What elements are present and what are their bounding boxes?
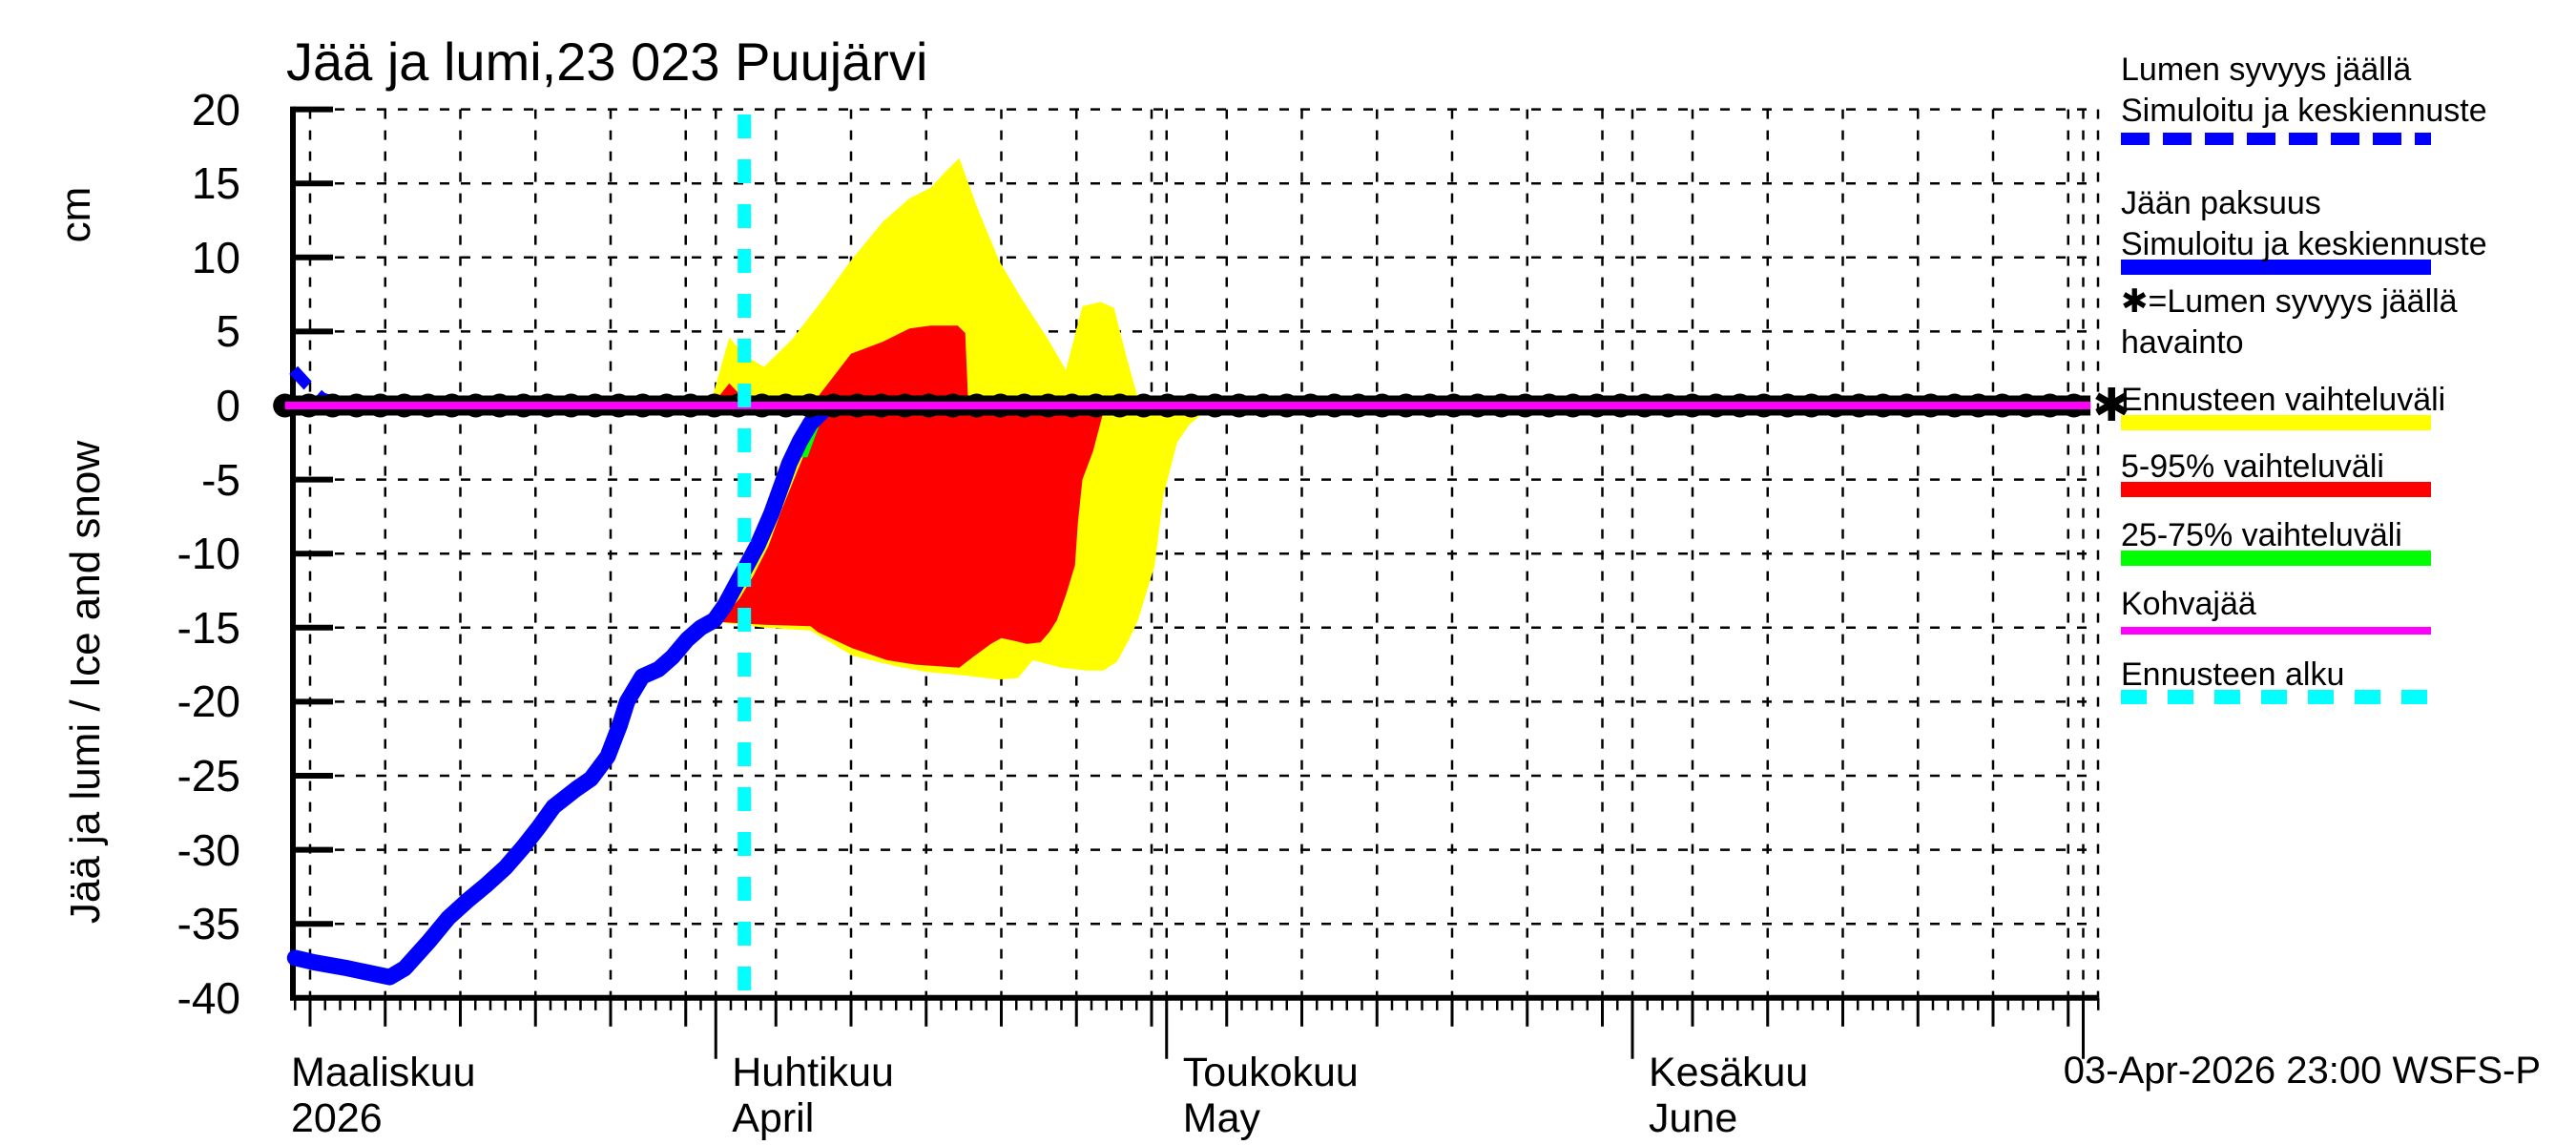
y-tick-label: -15 bbox=[177, 602, 240, 653]
y-tick-label: 10 bbox=[191, 232, 240, 282]
legend: Lumen syvyys jäällä Simuloitu ja keskienn… bbox=[2121, 0, 2576, 744]
legend-label: Lumen syvyys jäällä bbox=[2121, 52, 2412, 88]
legend-sample-line bbox=[2121, 690, 2431, 704]
legend-label: Ennusteen vaihteluväli bbox=[2121, 382, 2446, 418]
legend-label: havainto bbox=[2121, 324, 2244, 361]
y-tick-label: -25 bbox=[177, 751, 240, 801]
legend-label: ✱=Lumen syvyys jäällä bbox=[2121, 283, 2458, 320]
month-label: Kesäkuu June bbox=[1649, 1050, 1809, 1141]
y-tick-label: -20 bbox=[177, 677, 240, 727]
range-areas bbox=[711, 157, 1209, 680]
month-label: Maaliskuu 2026 bbox=[291, 1050, 476, 1141]
legend-sample-line bbox=[2121, 133, 2431, 145]
legend-sample-line bbox=[2121, 482, 2431, 497]
chart-title: Jää ja lumi,23 023 Puujärvi bbox=[286, 31, 928, 92]
zero-band: ✱ bbox=[273, 381, 2130, 431]
y-tick-label: 15 bbox=[191, 158, 240, 209]
y-tick-label: 20 bbox=[191, 84, 240, 135]
legend-sample-line bbox=[2121, 551, 2431, 566]
legend-entry: ✱=Lumen syvyys jäällä havainto bbox=[2121, 281, 2576, 364]
y-tick-label: 0 bbox=[216, 381, 240, 430]
legend-label: 5-95% vaihteluväli bbox=[2121, 448, 2384, 485]
y-tick-label: -40 bbox=[177, 972, 240, 1023]
legend-label: Kohvajää bbox=[2121, 586, 2256, 622]
legend-entry: Jään paksuus Simuloitu ja keskiennuste bbox=[2121, 183, 2576, 265]
month-label: Huhtikuu April bbox=[732, 1050, 894, 1141]
legend-sample-line bbox=[2121, 260, 2431, 275]
legend-entry: 5-95% vaihteluväli bbox=[2121, 447, 2576, 488]
legend-entry: Kohvajää bbox=[2121, 584, 2576, 625]
legend-entry: 25-75% vaihteluväli bbox=[2121, 515, 2576, 556]
timestamp-label: 03-Apr-2026 23:00 WSFS-P bbox=[2063, 1050, 2541, 1092]
legend-entry: Ennusteen alku bbox=[2121, 655, 2576, 696]
month-label: Toukokuu May bbox=[1182, 1050, 1359, 1141]
y-tick-label: -35 bbox=[177, 899, 240, 949]
y-tick-label: -5 bbox=[201, 454, 240, 505]
legend-label: Simuloitu ja keskiennuste bbox=[2121, 93, 2487, 129]
y-tick-label: -10 bbox=[177, 529, 240, 579]
y-tick-label: 5 bbox=[216, 306, 240, 357]
legend-label: Simuloitu ja keskiennuste bbox=[2121, 226, 2487, 262]
legend-label: Jään paksuus bbox=[2121, 185, 2321, 221]
y-tick-label: -30 bbox=[177, 824, 240, 875]
legend-entry: Lumen syvyys jäällä Simuloitu ja keskienn… bbox=[2121, 50, 2576, 132]
legend-entry: Ennusteen vaihteluväli bbox=[2121, 380, 2576, 421]
legend-label: Ennusteen alku bbox=[2121, 656, 2345, 693]
axes bbox=[290, 106, 2100, 1059]
legend-label: 25-75% vaihteluväli bbox=[2121, 517, 2402, 553]
legend-sample-line bbox=[2121, 415, 2431, 430]
legend-sample-line bbox=[2121, 627, 2431, 635]
gridlines bbox=[293, 108, 2100, 998]
